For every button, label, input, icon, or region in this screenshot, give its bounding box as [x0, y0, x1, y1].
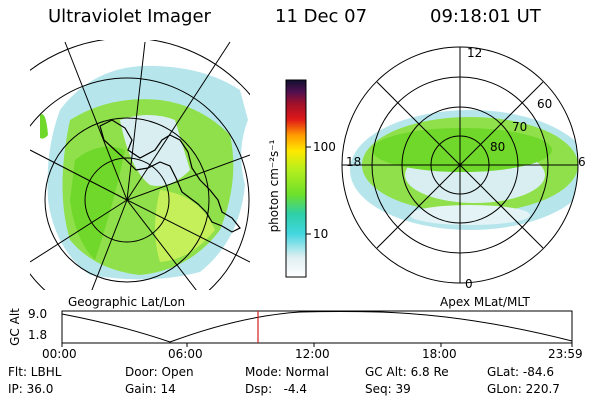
- mlat-label-80: 80: [490, 140, 506, 154]
- instrument-title: Ultraviolet Imager: [48, 6, 211, 27]
- colorbar: [285, 79, 307, 278]
- mode-value: Mode: Normal: [245, 365, 329, 379]
- altitude-y-label: GC Alt: [7, 308, 22, 346]
- seq-value: Seq: 39: [365, 382, 411, 396]
- gain-value: Gain: 14: [125, 382, 176, 396]
- colorbar-label: photon cm⁻²s⁻¹: [267, 139, 281, 233]
- filter-value: Flt: LBHL: [8, 365, 62, 379]
- gc-alt-value: GC Alt: 6.8 Re: [365, 365, 449, 379]
- mlt-label-0: 0: [465, 277, 473, 291]
- colorbar-tick-10: 10: [313, 227, 329, 241]
- altitude-x-tick-0600: 06:00: [168, 347, 203, 361]
- dsp-value: Dsp: -4.4: [245, 382, 308, 396]
- colorbar-ticks: [306, 146, 311, 235]
- mlt-label-18: 18: [346, 155, 362, 169]
- door-status: Door: Open: [125, 365, 194, 379]
- coastline: [99, 119, 241, 233]
- ip-value: IP: 36.0: [8, 382, 54, 396]
- polar-image: [350, 110, 578, 230]
- time-label: 09:18:01 UT: [430, 6, 541, 27]
- glon-value: GLon: 220.7: [487, 382, 560, 396]
- altitude-y-tick-min: 1.8: [28, 328, 48, 342]
- altitude-x-tick-2359: 23:59: [548, 347, 583, 361]
- mlat-label-70: 70: [512, 120, 528, 134]
- altitude-x-tick-0000: 00:00: [42, 347, 77, 361]
- altitude-curve: [61, 311, 573, 343]
- mlat-label-60: 60: [537, 97, 553, 111]
- polar-grid: [341, 46, 579, 284]
- geographic-image: [40, 65, 248, 280]
- right-panel-caption: Apex MLat/MLT: [440, 295, 530, 309]
- mlt-label-12: 12: [467, 46, 483, 60]
- date-label: 11 Dec 07: [275, 6, 368, 27]
- altitude-x-tick-1800: 18:00: [422, 347, 457, 361]
- altitude-ticks: [61, 343, 573, 347]
- glat-value: GLat: -84.6: [487, 365, 554, 379]
- altitude-y-tick-max: 9.0: [28, 307, 48, 321]
- geo-grid: [30, 40, 250, 290]
- colorbar-tick-100: 100: [313, 140, 336, 154]
- altitude-plot-frame: [61, 310, 573, 344]
- mlt-label-6: 6: [578, 155, 586, 169]
- altitude-x-tick-1200: 12:00: [295, 347, 330, 361]
- left-panel-caption: Geographic Lat/Lon: [68, 295, 186, 309]
